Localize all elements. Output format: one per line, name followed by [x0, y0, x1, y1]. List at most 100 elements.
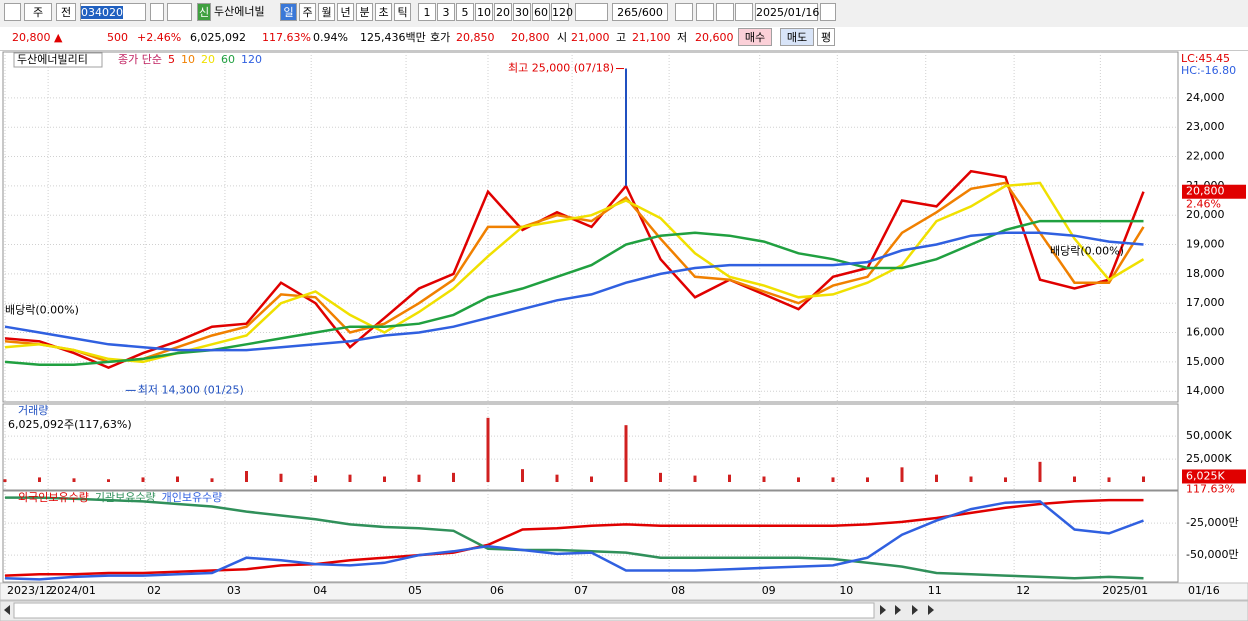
volume-bar — [521, 469, 524, 482]
last-price-label: 20,800 — [1186, 185, 1225, 198]
code-input[interactable]: 034020 — [80, 3, 146, 21]
info-bar: 20,800 ▲ 500 +2.46% 6,025,092 117.63% 0.… — [0, 27, 1248, 51]
x-tick-label: 05 — [408, 584, 422, 597]
period-button[interactable]: 분 — [356, 3, 373, 21]
volume-bar — [72, 478, 76, 482]
period-button[interactable]: 월 — [318, 3, 335, 21]
period-button[interactable]: 30 — [513, 3, 531, 21]
date-box[interactable]: 2025/01/16 — [755, 3, 819, 21]
tool-icon[interactable] — [675, 3, 693, 21]
x-tick-label: 07 — [574, 584, 588, 597]
y-tick-label: -50,000만 — [1186, 548, 1239, 561]
volume-title: 거래량 — [18, 404, 48, 417]
x-tick-label: 2024/01 — [50, 584, 96, 597]
period-button[interactable]: 틱 — [394, 3, 411, 21]
volume-bar — [3, 479, 7, 482]
scroll-button — [880, 605, 886, 615]
volume-bar — [141, 477, 145, 482]
volume-bar — [935, 474, 938, 482]
turnover: 0.94% — [313, 31, 348, 44]
market-select[interactable]: 주 — [24, 3, 52, 21]
period-button[interactable]: 년 — [337, 3, 354, 21]
new-badge[interactable]: 신 — [197, 3, 211, 21]
volume-bar — [693, 475, 697, 482]
volume-bar — [590, 476, 593, 482]
legend-entry: 60 — [221, 53, 235, 66]
x-tick-label: 11 — [928, 584, 942, 597]
period-button[interactable]: 60 — [532, 3, 550, 21]
indicator: LC:45.45 — [1181, 52, 1230, 65]
sell-button[interactable]: 매도 — [780, 28, 814, 46]
last-price-tag — [1182, 184, 1246, 199]
y-tick-label: 22,000 — [1186, 150, 1225, 163]
x-tick-label: 10 — [839, 584, 853, 597]
volume-bar — [969, 476, 973, 482]
x-tick-label: 04 — [313, 584, 327, 597]
period-button[interactable]: 10 — [475, 3, 493, 21]
volume-bar — [762, 476, 766, 482]
volume-bar — [1107, 477, 1111, 482]
prev-button[interactable]: 전 — [56, 3, 76, 21]
avg-button[interactable]: 평 — [817, 28, 835, 46]
scroll-button — [895, 605, 901, 615]
tool-icon[interactable] — [696, 3, 714, 21]
x-tick-label: 09 — [762, 584, 776, 597]
x-tick-label: 03 — [227, 584, 241, 597]
volume-bar — [279, 473, 283, 482]
period-button[interactable]: 1 — [418, 3, 436, 21]
price: 20,800 ▲ — [12, 31, 63, 44]
volume-bar — [38, 477, 41, 482]
settings-icon[interactable] — [735, 3, 753, 21]
panel-frame — [2, 490, 1179, 583]
stock-name: 두산에너빌 — [214, 5, 265, 18]
last-date: 01/16 — [1188, 584, 1220, 597]
background — [0, 50, 1248, 621]
last-volume-label: 6,025K — [1186, 469, 1225, 482]
volume-bar — [1004, 477, 1007, 482]
count: 265 — [617, 6, 639, 19]
calendar-icon[interactable] — [820, 3, 836, 21]
toolbar: 주 전 034020 신 두산에너빌 일 주 월 년 분 초 틱 1 3 5 10 20 30 60 120… — [0, 0, 1248, 28]
y-tick-label: -25,000만 — [1186, 516, 1239, 529]
volume-bar — [452, 472, 455, 482]
search-button[interactable] — [150, 3, 164, 21]
menu-icon[interactable] — [4, 3, 21, 21]
dropdown[interactable] — [575, 3, 608, 21]
legend-entry: 20 — [201, 53, 215, 66]
x-tick-label: 12 — [1016, 584, 1030, 597]
period-button[interactable]: 일 — [280, 3, 297, 21]
volume-bar — [900, 467, 904, 482]
y-tick-label: 16,000 — [1186, 326, 1225, 339]
volume: 6,025,092 — [190, 31, 246, 44]
legend-entry: 120 — [241, 53, 262, 66]
volume-bar — [348, 474, 352, 482]
scroll-left — [4, 605, 10, 615]
save-icon[interactable] — [716, 3, 734, 21]
y-tick-label: 17,000 — [1186, 296, 1225, 309]
code: 034020 — [81, 6, 123, 19]
volume-bar — [176, 476, 179, 482]
count-box[interactable]: 265/600 — [612, 3, 668, 21]
series-line — [4, 169, 1145, 370]
y-tick-label: 25,000K — [1186, 452, 1232, 465]
legend-entry: 외국인보유수량 — [18, 491, 89, 504]
period-button[interactable]: 초 — [375, 3, 392, 21]
last-change: 2.46% — [1186, 198, 1221, 211]
legend-box — [13, 52, 103, 68]
series-line — [4, 181, 1145, 364]
x-tick-label: 02 — [147, 584, 161, 597]
period-button[interactable]: 120 — [551, 3, 573, 21]
volume-bar — [314, 475, 317, 482]
period-button[interactable]: 20 — [494, 3, 512, 21]
chart-name: 두산에너빌리티 — [17, 53, 88, 66]
volume-bar — [555, 474, 559, 482]
sound-button[interactable] — [167, 3, 192, 21]
buy-button[interactable]: 매수 — [738, 28, 772, 46]
period-button[interactable]: 5 — [456, 3, 474, 21]
period-button[interactable]: 주 — [299, 3, 316, 21]
volume-bar — [383, 476, 386, 482]
series-line — [5, 496, 1144, 580]
volume-bar — [210, 478, 214, 482]
period-button[interactable]: 3 — [437, 3, 455, 21]
legend-entry: 5 — [168, 53, 175, 66]
